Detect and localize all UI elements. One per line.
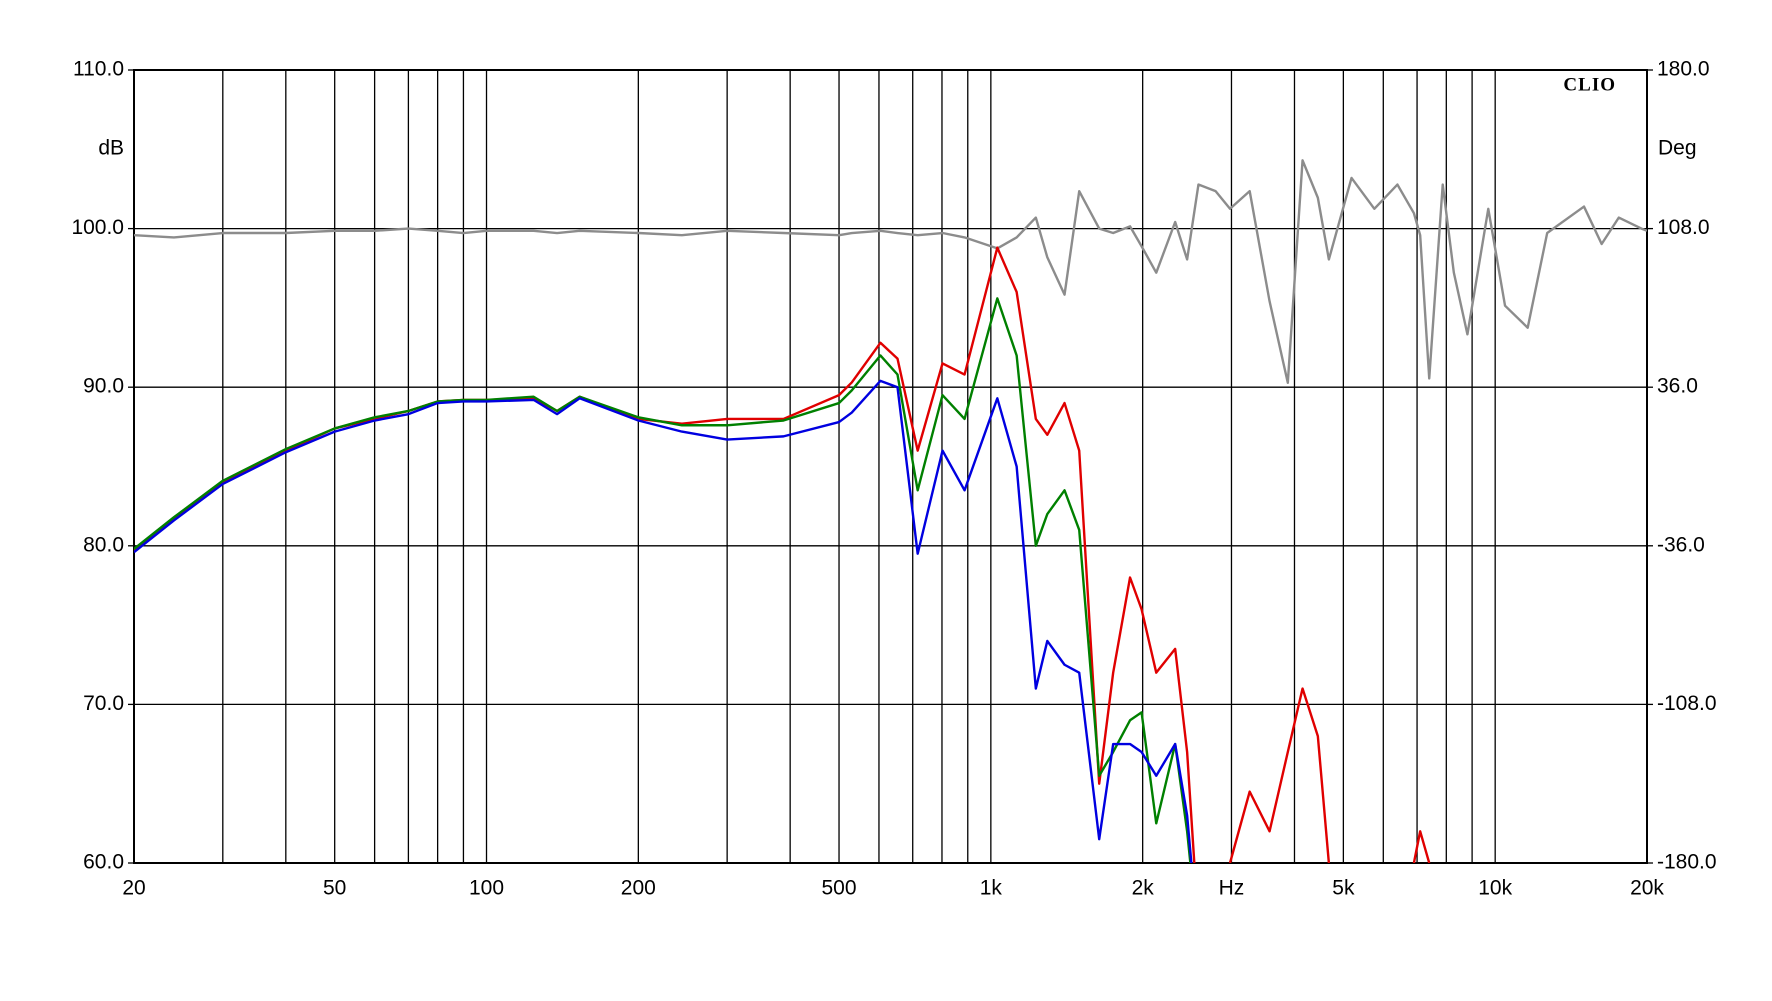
x-tick-label: 50 (323, 877, 346, 900)
y2-axis-label: Deg (1658, 137, 1697, 160)
y2-tick-label: 108.0 (1657, 216, 1710, 239)
plot-area (133, 69, 1648, 864)
y2-tick-label: 180.0 (1657, 58, 1710, 81)
x-tick-label: 500 (822, 877, 857, 900)
series-line (134, 159, 1647, 384)
x-tick-label: 5k (1332, 877, 1355, 900)
x-tick-label: 100 (469, 877, 504, 900)
x-tick-label: 200 (621, 877, 656, 900)
x-tick-label: 1k (980, 877, 1003, 900)
y-axis-label: dB (98, 137, 124, 160)
y-tick-label: 80.0 (83, 533, 124, 556)
x-tick-label: 20k (1630, 877, 1664, 900)
x-tick-label: Hz (1219, 877, 1245, 900)
y2-tick-label: -36.0 (1657, 533, 1705, 556)
y2-tick-label: -180.0 (1657, 851, 1717, 874)
y-tick-label: 90.0 (83, 375, 124, 398)
watermark: CLIO (1563, 74, 1616, 95)
y-tick-label: 110.0 (73, 58, 124, 81)
y2-tick-label: 36.0 (1657, 375, 1698, 398)
series-line (134, 379, 1193, 863)
x-tick-label: 10k (1478, 877, 1512, 900)
y-tick-label: 60.0 (83, 851, 124, 874)
plot-lines (134, 159, 1647, 863)
y2-tick-label: -108.0 (1657, 692, 1717, 715)
x-tick-label: 20 (122, 877, 145, 900)
y-tick-label: 100.0 (71, 216, 124, 239)
y-tick-label: 70.0 (83, 692, 124, 715)
x-tick-label: 2k (1132, 877, 1155, 900)
